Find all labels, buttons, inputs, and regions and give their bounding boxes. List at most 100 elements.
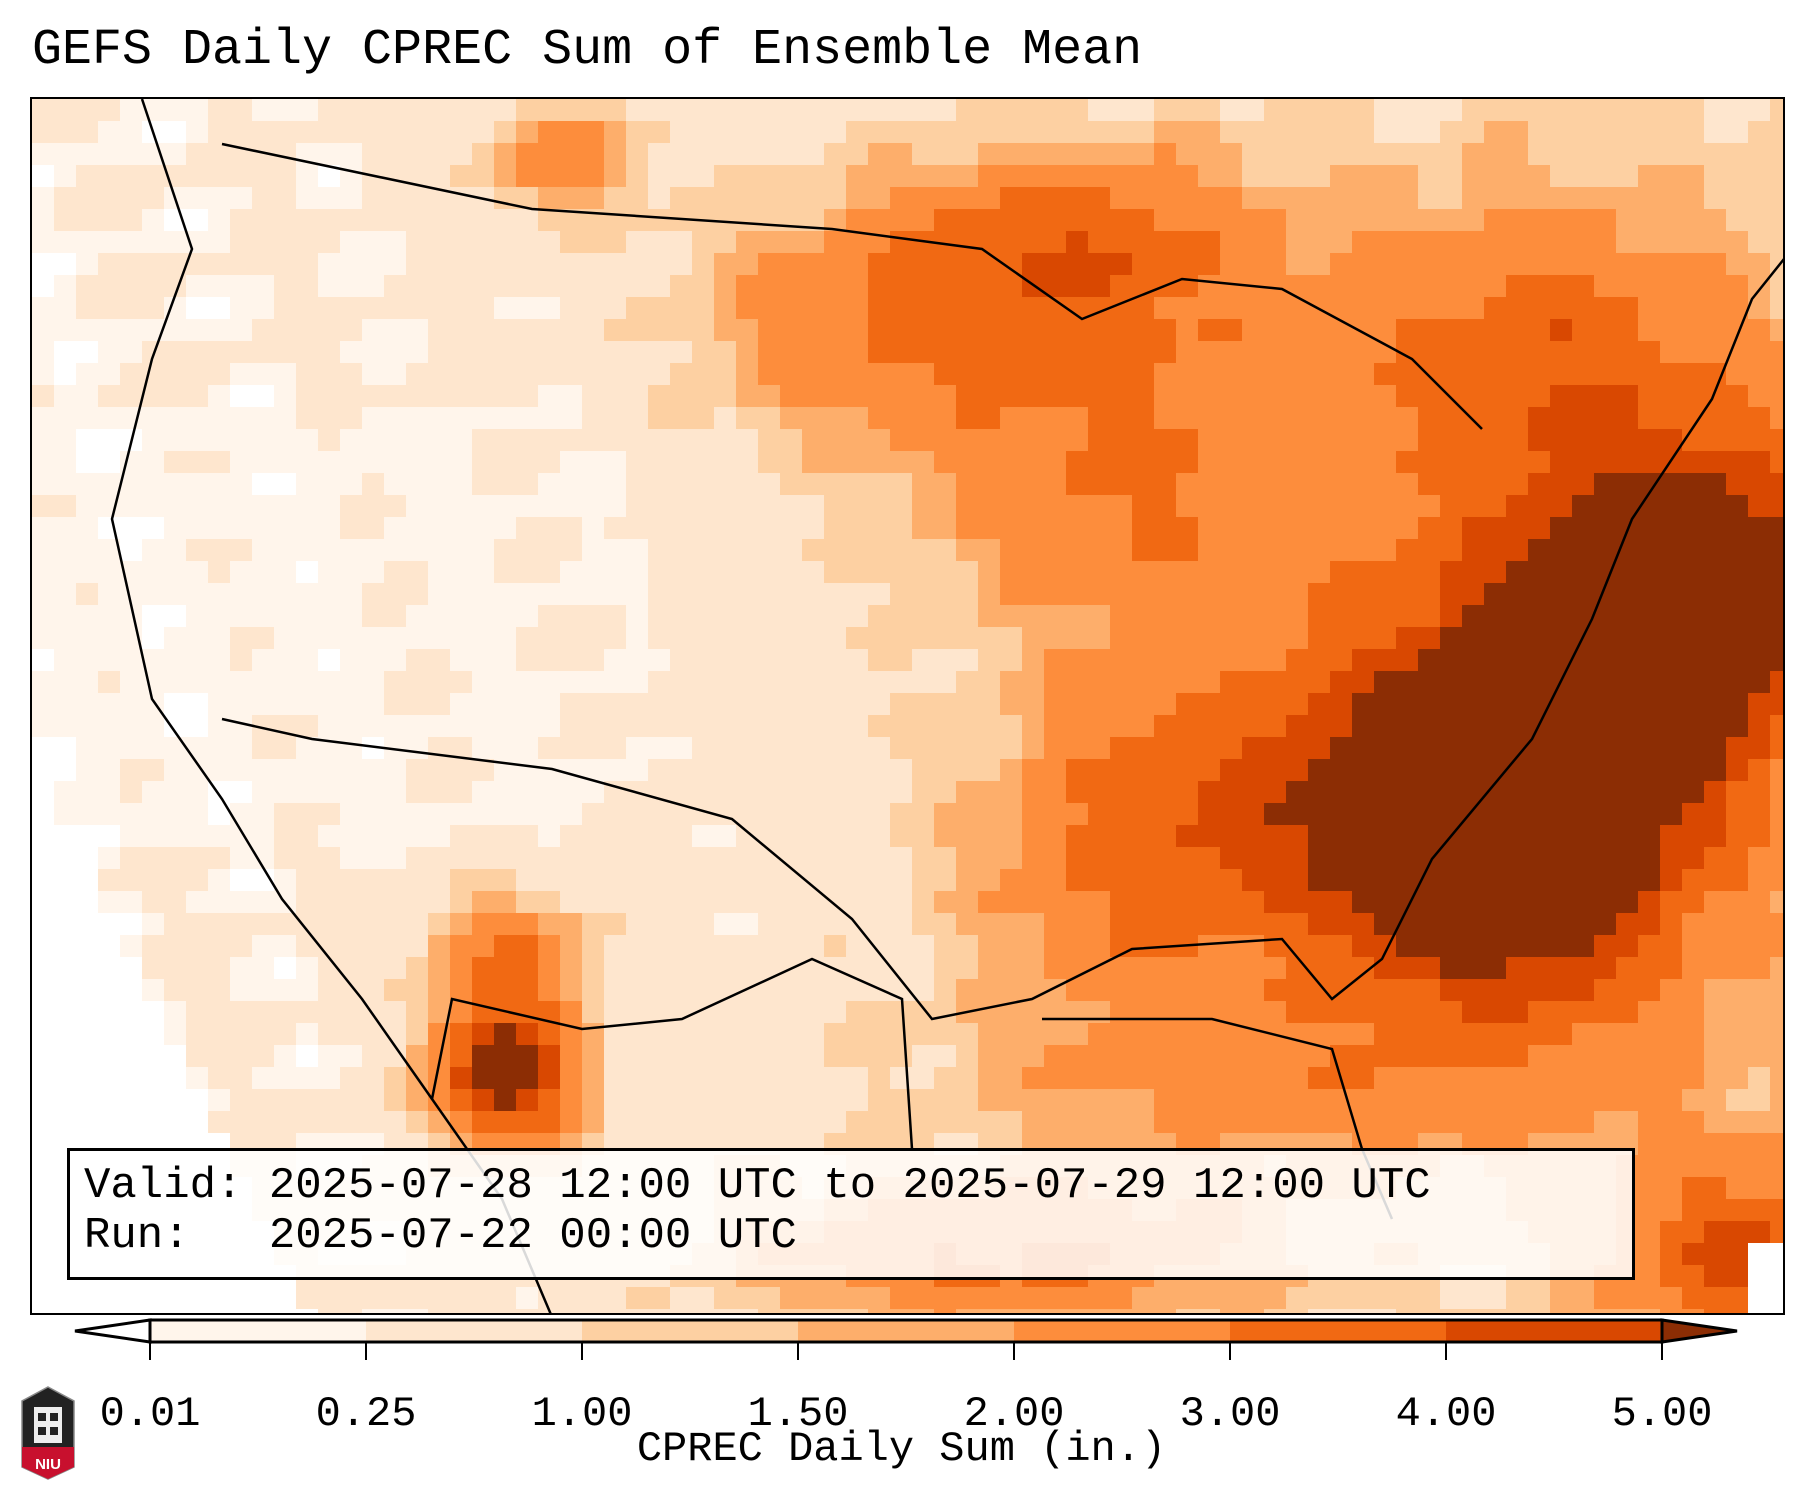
precip-cell	[1154, 341, 1176, 363]
precip-cell	[1616, 429, 1638, 451]
precip-cell	[1682, 1089, 1704, 1111]
precip-cell	[1616, 297, 1638, 319]
precip-cell	[978, 737, 1000, 759]
precip-cell	[1682, 451, 1704, 473]
precip-cell	[340, 429, 362, 451]
precip-cell	[384, 605, 406, 627]
precip-cell	[1660, 1177, 1682, 1199]
precip-cell	[736, 407, 758, 429]
precip-cell	[186, 737, 208, 759]
precip-cell	[1374, 539, 1396, 561]
precip-cell	[494, 275, 516, 297]
precip-cell	[340, 297, 362, 319]
precip-cell	[1462, 121, 1484, 143]
precip-cell	[956, 803, 978, 825]
colorbar-tick-label: 0.25	[315, 1390, 417, 1438]
precip-cell	[1418, 275, 1440, 297]
precip-cell	[670, 363, 692, 385]
precip-cell	[1660, 781, 1682, 803]
precip-cell	[978, 979, 1000, 1001]
precip-cell	[1022, 385, 1044, 407]
precip-cell	[340, 275, 362, 297]
precip-cell	[208, 363, 230, 385]
precip-cell	[450, 1089, 472, 1111]
precip-cell	[406, 649, 428, 671]
precip-cell	[846, 1001, 868, 1023]
precip-cell	[516, 363, 538, 385]
precip-cell	[1528, 539, 1550, 561]
precip-cell	[758, 1001, 780, 1023]
precip-cell	[1154, 1067, 1176, 1089]
precip-cell	[494, 407, 516, 429]
precip-cell	[538, 561, 560, 583]
precip-cell	[1352, 187, 1374, 209]
precip-cell	[1726, 429, 1748, 451]
precip-cell	[1572, 1287, 1594, 1309]
precip-cell	[1154, 979, 1176, 1001]
precip-cell	[1198, 693, 1220, 715]
precip-cell	[494, 253, 516, 275]
precip-cell	[164, 363, 186, 385]
precip-cell	[1484, 649, 1506, 671]
precip-cell	[780, 495, 802, 517]
precip-cell	[362, 1287, 384, 1309]
precip-cell	[912, 451, 934, 473]
precip-cell	[846, 297, 868, 319]
precip-cell	[142, 869, 164, 891]
precip-cell	[1704, 671, 1726, 693]
precip-cell	[1154, 847, 1176, 869]
precip-cell	[1572, 979, 1594, 1001]
precip-cell	[98, 209, 120, 231]
precip-cell	[1308, 341, 1330, 363]
precip-cell	[1484, 759, 1506, 781]
precip-cell	[494, 121, 516, 143]
precip-cell	[1528, 561, 1550, 583]
precip-cell	[230, 781, 252, 803]
precip-cell	[868, 319, 890, 341]
precip-cell	[560, 627, 582, 649]
precip-cell	[890, 275, 912, 297]
precip-cell	[1748, 605, 1770, 627]
precip-cell	[670, 891, 692, 913]
precip-cell	[1044, 693, 1066, 715]
precip-cell	[1704, 121, 1726, 143]
precip-cell	[1682, 957, 1704, 979]
precip-cell	[1616, 1001, 1638, 1023]
precip-cell	[1616, 605, 1638, 627]
precip-cell	[406, 385, 428, 407]
precip-cell	[1440, 1309, 1462, 1313]
precip-cell	[802, 869, 824, 891]
precip-cell	[934, 231, 956, 253]
precip-cell	[648, 1045, 670, 1067]
precip-cell	[1198, 561, 1220, 583]
precip-cell	[1484, 451, 1506, 473]
precip-cell	[890, 869, 912, 891]
precip-cell	[1352, 847, 1374, 869]
precip-cell	[472, 869, 494, 891]
precip-cell	[1638, 187, 1660, 209]
precip-cell	[736, 957, 758, 979]
precip-cell	[582, 737, 604, 759]
precip-cell	[1770, 1067, 1783, 1089]
precip-cell	[230, 627, 252, 649]
colorbar-tick-label: 5.00	[1611, 1390, 1713, 1438]
precip-cell	[208, 759, 230, 781]
precip-cell	[802, 759, 824, 781]
precip-cell	[692, 1111, 714, 1133]
precip-cell	[1550, 253, 1572, 275]
precip-cell	[362, 891, 384, 913]
precip-cell	[1286, 297, 1308, 319]
precip-cell	[758, 209, 780, 231]
precip-cell	[1462, 781, 1484, 803]
precip-cell	[1044, 1045, 1066, 1067]
precip-cell	[1484, 957, 1506, 979]
precip-cell	[1594, 341, 1616, 363]
precip-cell	[1088, 121, 1110, 143]
precip-cell	[340, 1111, 362, 1133]
precip-cell	[1308, 121, 1330, 143]
precip-cell	[362, 737, 384, 759]
precip-cell	[1418, 1111, 1440, 1133]
precip-cell	[274, 627, 296, 649]
precip-cell	[1154, 253, 1176, 275]
precip-cell	[516, 1287, 538, 1309]
